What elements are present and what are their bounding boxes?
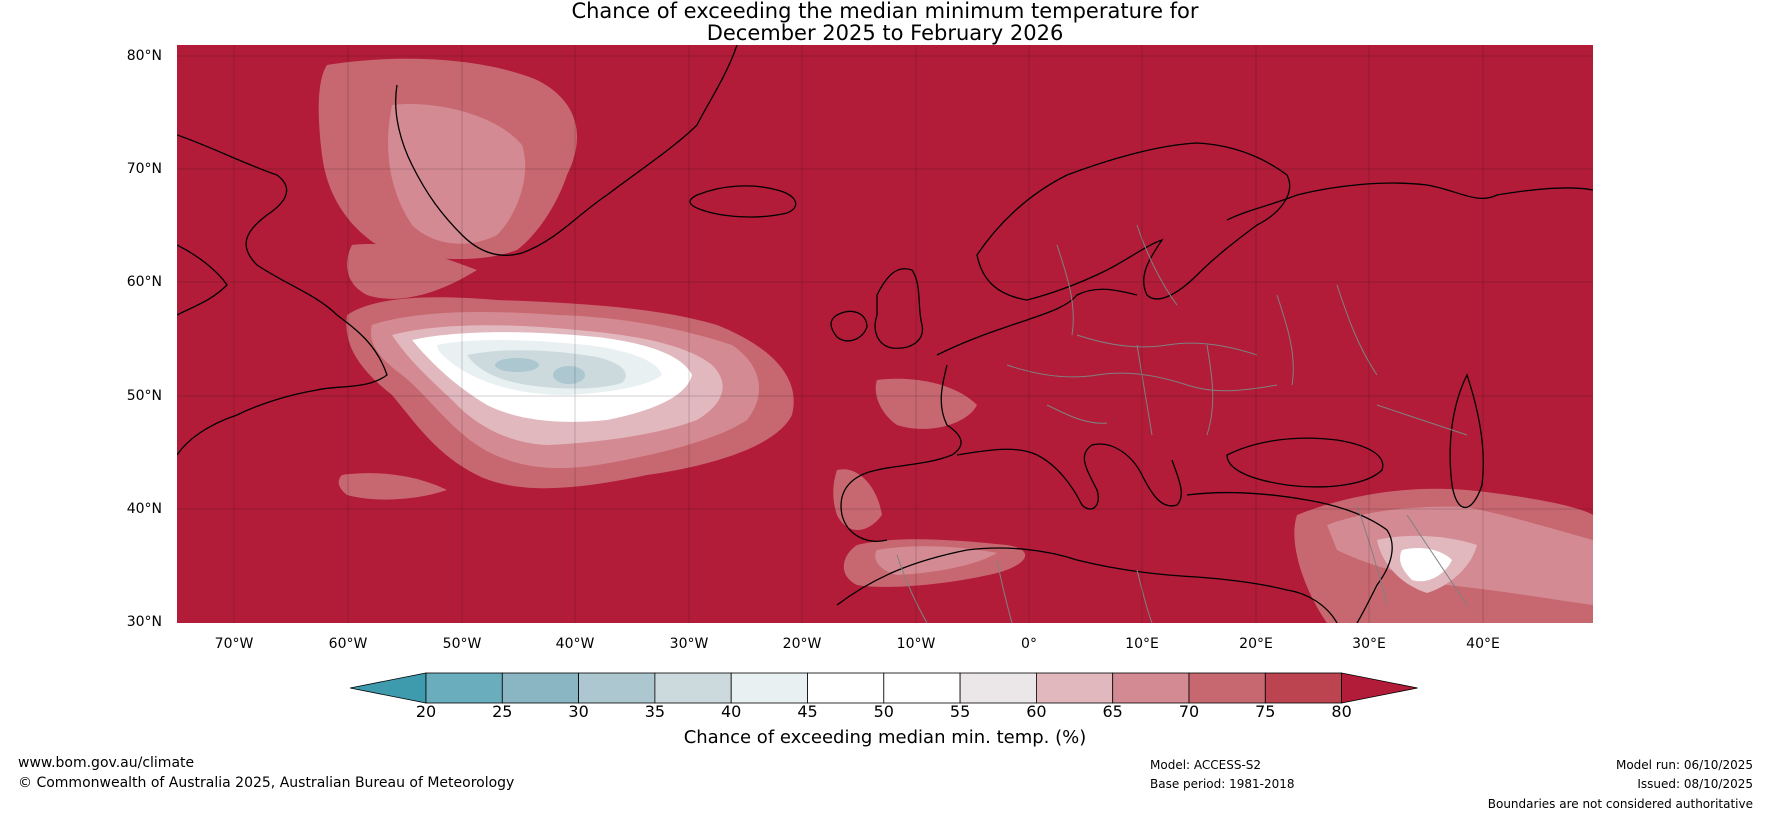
colorbar <box>350 672 1418 704</box>
colorbar-tick-label: 70 <box>1178 702 1200 721</box>
lon-label-40w: 40°W <box>555 636 595 652</box>
colorbar-tick-label: 80 <box>1331 702 1352 721</box>
lat-label-50n: 50°N <box>126 388 162 404</box>
colorbar-tick-label: 25 <box>492 702 513 721</box>
footer-disclaimer: Boundaries are not considered authoritat… <box>1487 797 1753 811</box>
footer-base-period: Base period: 1981-2018 <box>1150 777 1295 791</box>
chart-title-line2: December 2025 to February 2026 <box>706 21 1064 45</box>
colorbar-segment <box>1112 672 1190 704</box>
lat-label-60n: 60°N <box>126 274 162 290</box>
lon-label-20e: 20°E <box>1239 636 1273 652</box>
footer-model-run: Model run: 06/10/2025 <box>1615 758 1753 772</box>
colorbar-tick-label: 60 <box>1026 702 1047 721</box>
colorbar-tick-label: 40 <box>721 702 742 721</box>
probability-map <box>177 45 1593 623</box>
north-atlantic-anomaly-region <box>346 297 794 489</box>
colorbar-segment <box>425 672 503 704</box>
lon-label-10e: 10°E <box>1125 636 1159 652</box>
colorbar-segment <box>654 672 732 704</box>
lat-label-70n: 70°N <box>126 161 162 177</box>
lon-label-20w: 20°W <box>782 636 822 652</box>
footer-url[interactable]: www.bom.gov.au/climate <box>18 755 195 771</box>
colorbar-tick-label: 45 <box>797 702 818 721</box>
colorbar-segment <box>1036 672 1114 704</box>
colorbar-segment <box>1188 672 1266 704</box>
greenland-anomaly-region <box>318 58 577 299</box>
lon-label-30e: 30°E <box>1352 636 1386 652</box>
footer-model: Model: ACCESS-S2 <box>1150 758 1262 772</box>
lat-label-80n: 80°N <box>126 48 162 64</box>
lat-label-40n: 40°N <box>126 501 162 517</box>
lon-label-40e: 40°E <box>1466 636 1500 652</box>
coastlines <box>177 45 1593 623</box>
colorbar-segment <box>959 672 1037 704</box>
subtropical-anomaly-patches <box>338 378 1026 587</box>
lon-label-10w: 10°W <box>896 636 936 652</box>
colorbar-tick-label: 75 <box>1255 702 1276 721</box>
lon-label-70w: 70°W <box>214 636 254 652</box>
colorbar-segment <box>501 672 580 704</box>
middle-east-anomaly-region <box>1294 488 1593 623</box>
colorbar-tick-label: 55 <box>949 702 971 721</box>
colorbar-segment <box>1264 672 1342 704</box>
colorbar-segment <box>578 672 656 704</box>
lon-label-30w: 30°W <box>669 636 709 652</box>
lon-label-50w: 50°W <box>442 636 482 652</box>
colorbar-extend-low <box>350 672 427 704</box>
gridlines <box>177 45 1593 623</box>
footer-copyright: © Commonwealth of Australia 2025, Austra… <box>18 775 515 791</box>
colorbar-tick-label: 65 <box>1102 702 1123 721</box>
footer-issued: Issued: 08/10/2025 <box>1637 777 1753 791</box>
colorbar-extend-high <box>1341 672 1418 704</box>
lon-label-60w: 60°W <box>328 636 368 652</box>
colorbar-title: Chance of exceeding median min. temp. (%… <box>683 727 1087 748</box>
country-borders <box>896 224 1468 623</box>
lat-label-30n: 30°N <box>126 614 162 630</box>
colorbar-tick-label: 20 <box>415 702 437 721</box>
chart-title-line1: Chance of exceeding the median minimum t… <box>571 0 1199 23</box>
colorbar-tick-label: 30 <box>568 702 589 721</box>
colorbar-tick-label: 35 <box>644 702 666 721</box>
colorbar-tick-label: 50 <box>873 702 894 721</box>
colorbar-segment <box>807 672 885 704</box>
colorbar-segment <box>730 672 808 704</box>
colorbar-segment <box>883 672 961 704</box>
lon-label-0: 0° <box>1021 636 1037 652</box>
